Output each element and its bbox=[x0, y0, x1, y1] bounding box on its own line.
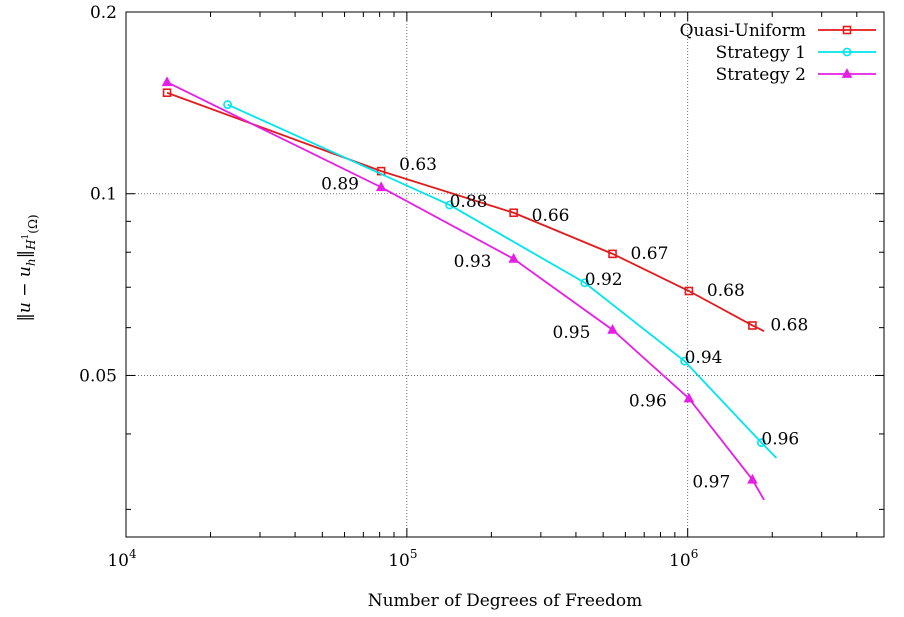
grid-layer bbox=[126, 12, 884, 537]
rate-label: 0.94 bbox=[685, 348, 723, 368]
data-point bbox=[445, 200, 455, 210]
series-line bbox=[166, 91, 765, 332]
data-point bbox=[748, 321, 757, 330]
data-point bbox=[223, 100, 232, 109]
data-point bbox=[608, 249, 617, 259]
x-tick-label: 106 bbox=[669, 547, 698, 571]
legend-marker bbox=[841, 68, 853, 78]
data-point bbox=[757, 438, 766, 448]
data-point bbox=[607, 324, 618, 334]
rate-label: 0.68 bbox=[770, 315, 808, 335]
series-layer bbox=[161, 76, 778, 501]
rate-label: 0.88 bbox=[450, 192, 488, 212]
y-tick-label: 0.2 bbox=[90, 3, 117, 23]
y-tick-label: 0.1 bbox=[90, 185, 117, 205]
series-line bbox=[166, 81, 765, 501]
x-tick-label: 105 bbox=[388, 547, 417, 571]
rate-label: 0.66 bbox=[532, 206, 570, 226]
data-point bbox=[161, 76, 173, 87]
data-point bbox=[683, 392, 695, 403]
legend-marker bbox=[842, 47, 852, 57]
rate-label: 0.96 bbox=[629, 391, 667, 411]
plot-frame bbox=[125, 11, 885, 538]
legend-label: Strategy 1 bbox=[716, 43, 806, 63]
data-point bbox=[684, 286, 694, 296]
rate-label: 0.97 bbox=[692, 473, 730, 493]
rate-label: 0.95 bbox=[553, 323, 591, 343]
legend-label: Strategy 2 bbox=[716, 65, 806, 85]
rate-label: 0.67 bbox=[631, 244, 669, 264]
x-tick-label: 104 bbox=[107, 547, 137, 571]
rate-label: 0.93 bbox=[454, 252, 492, 272]
x-axis-title: Number of Degrees of Freedom bbox=[368, 591, 643, 611]
data-point bbox=[680, 356, 690, 366]
y-tick-label: 0.05 bbox=[79, 366, 117, 386]
y-axis-label: ‖u − uh‖H1(Ω) bbox=[15, 214, 40, 321]
series-strategy-1 bbox=[223, 100, 778, 459]
rate-label: 0.96 bbox=[761, 430, 799, 450]
legend-marker bbox=[842, 25, 852, 35]
labels-layer: 0.63 0.66 0.67 0.68 0.68 0.88 0.92 0.94 0.96 0.89… bbox=[321, 155, 808, 493]
rate-label: 0.63 bbox=[399, 155, 437, 175]
y-axis-title: ‖u − uh‖H1(Ω) bbox=[15, 214, 40, 321]
data-point bbox=[375, 181, 387, 192]
data-point bbox=[508, 253, 519, 263]
data-point bbox=[580, 278, 590, 288]
ticks-layer: 104 105 106 0.2 0.1 0.05 bbox=[79, 3, 884, 571]
rate-label: 0.68 bbox=[707, 281, 745, 301]
data-point bbox=[162, 88, 172, 98]
rate-label: 0.89 bbox=[321, 174, 359, 194]
data-point bbox=[509, 208, 518, 218]
rate-label: 0.92 bbox=[585, 270, 623, 290]
legend-label: Quasi-Uniform bbox=[680, 21, 806, 41]
series-strategy-2 bbox=[161, 76, 765, 501]
data-point bbox=[747, 473, 758, 484]
series-quasi-uniform bbox=[162, 88, 765, 332]
